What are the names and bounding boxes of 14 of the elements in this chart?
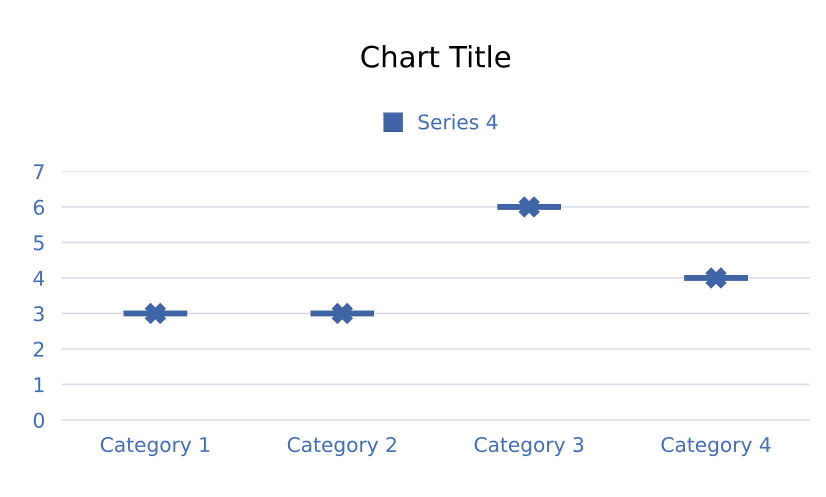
- y-tick-label: 5: [34, 235, 44, 250]
- x-tick-label: Category 1: [100, 436, 210, 456]
- y-tick-label: 1: [34, 377, 44, 392]
- x-tick-label: Category 2: [288, 436, 396, 456]
- y-tick-label: 3: [34, 306, 44, 322]
- y-tick-label: 0: [34, 412, 44, 428]
- y-tick-label: 4: [33, 270, 44, 286]
- y-tick-label: 7: [34, 164, 44, 180]
- legend-label: Series 4: [418, 114, 498, 130]
- chart-title: Chart Title: [361, 45, 510, 68]
- x-tick-label: Category 4: [662, 436, 771, 456]
- x-tick-label: Category 3: [474, 436, 584, 456]
- y-tick-label: 2: [34, 342, 44, 357]
- y-tick-label: 6: [34, 200, 44, 215]
